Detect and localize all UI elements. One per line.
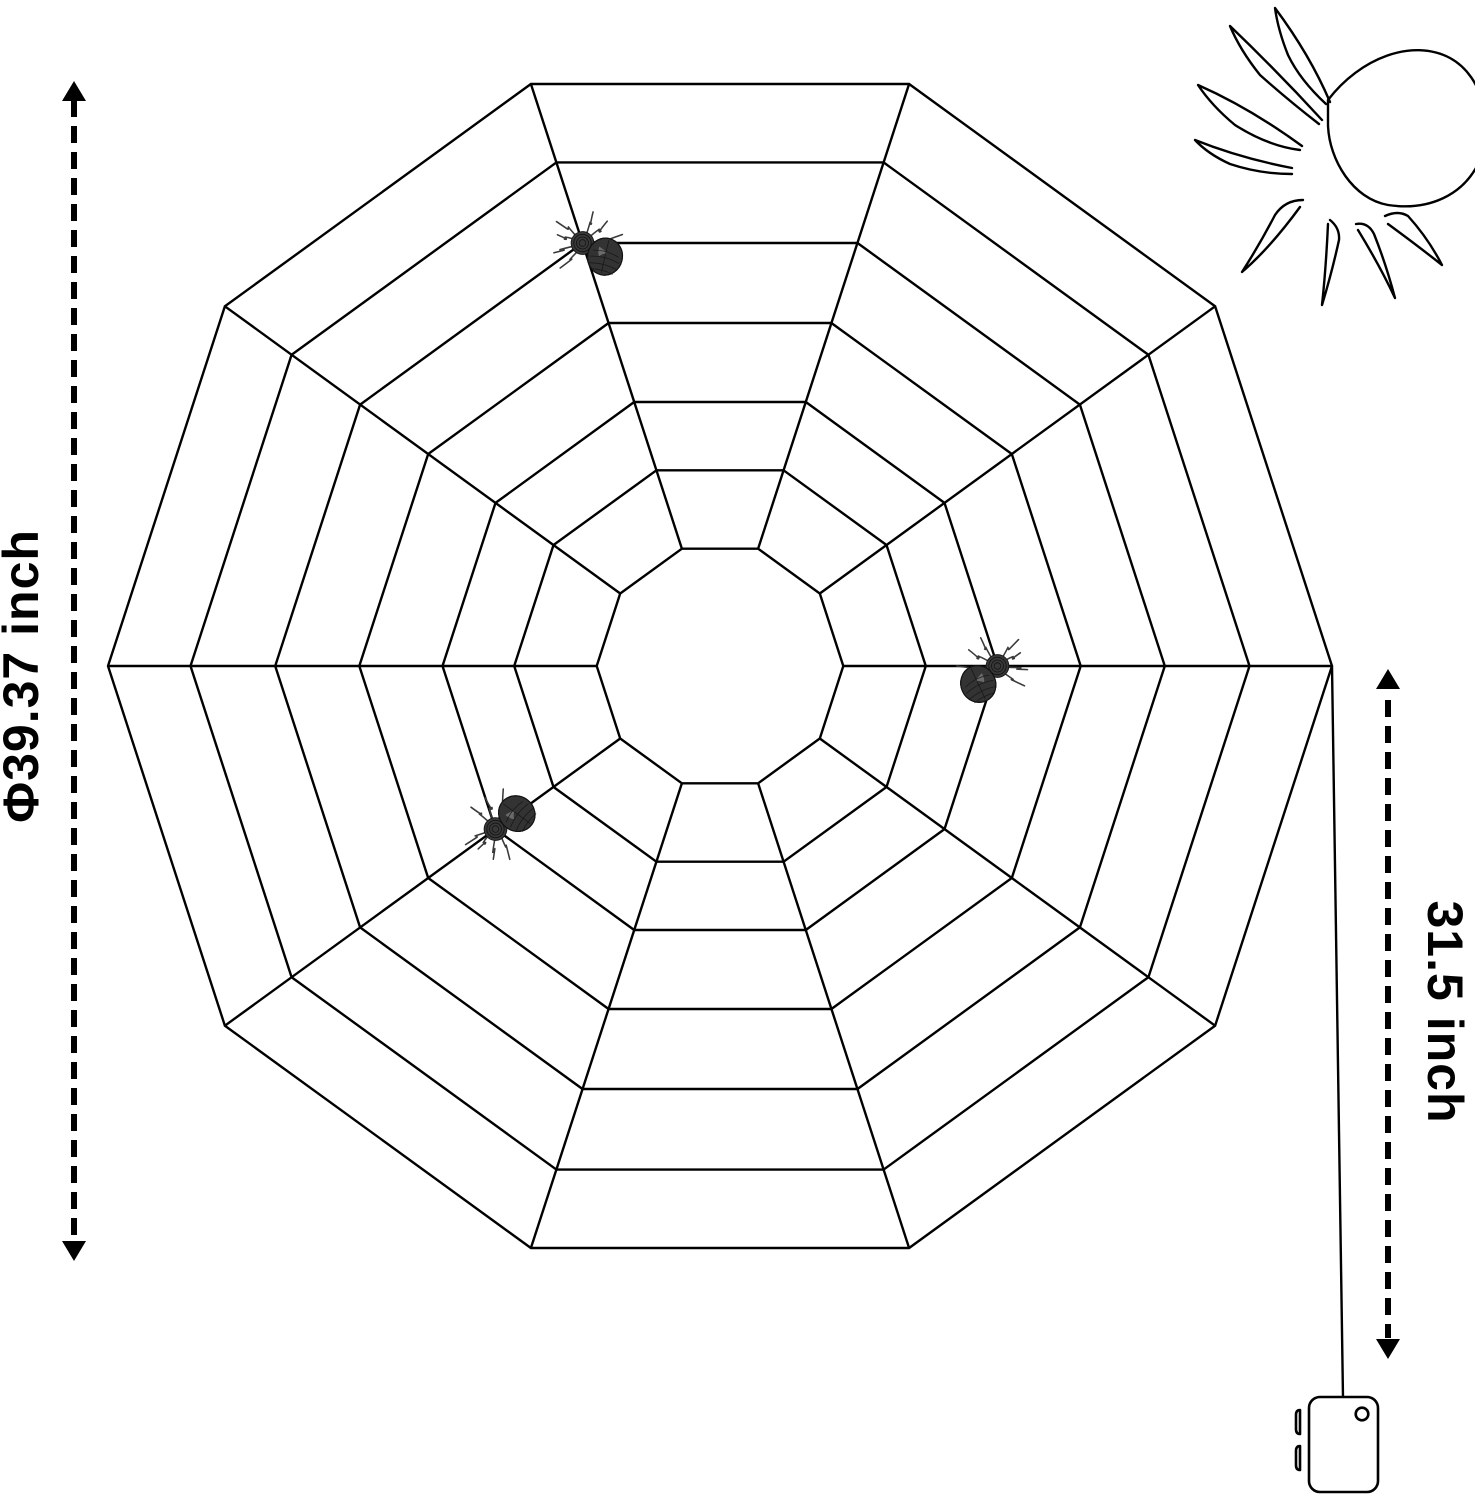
svg-text:31.5 inch: 31.5 inch — [1417, 901, 1473, 1124]
svg-text:Φ39.37 inch: Φ39.37 inch — [0, 529, 49, 823]
